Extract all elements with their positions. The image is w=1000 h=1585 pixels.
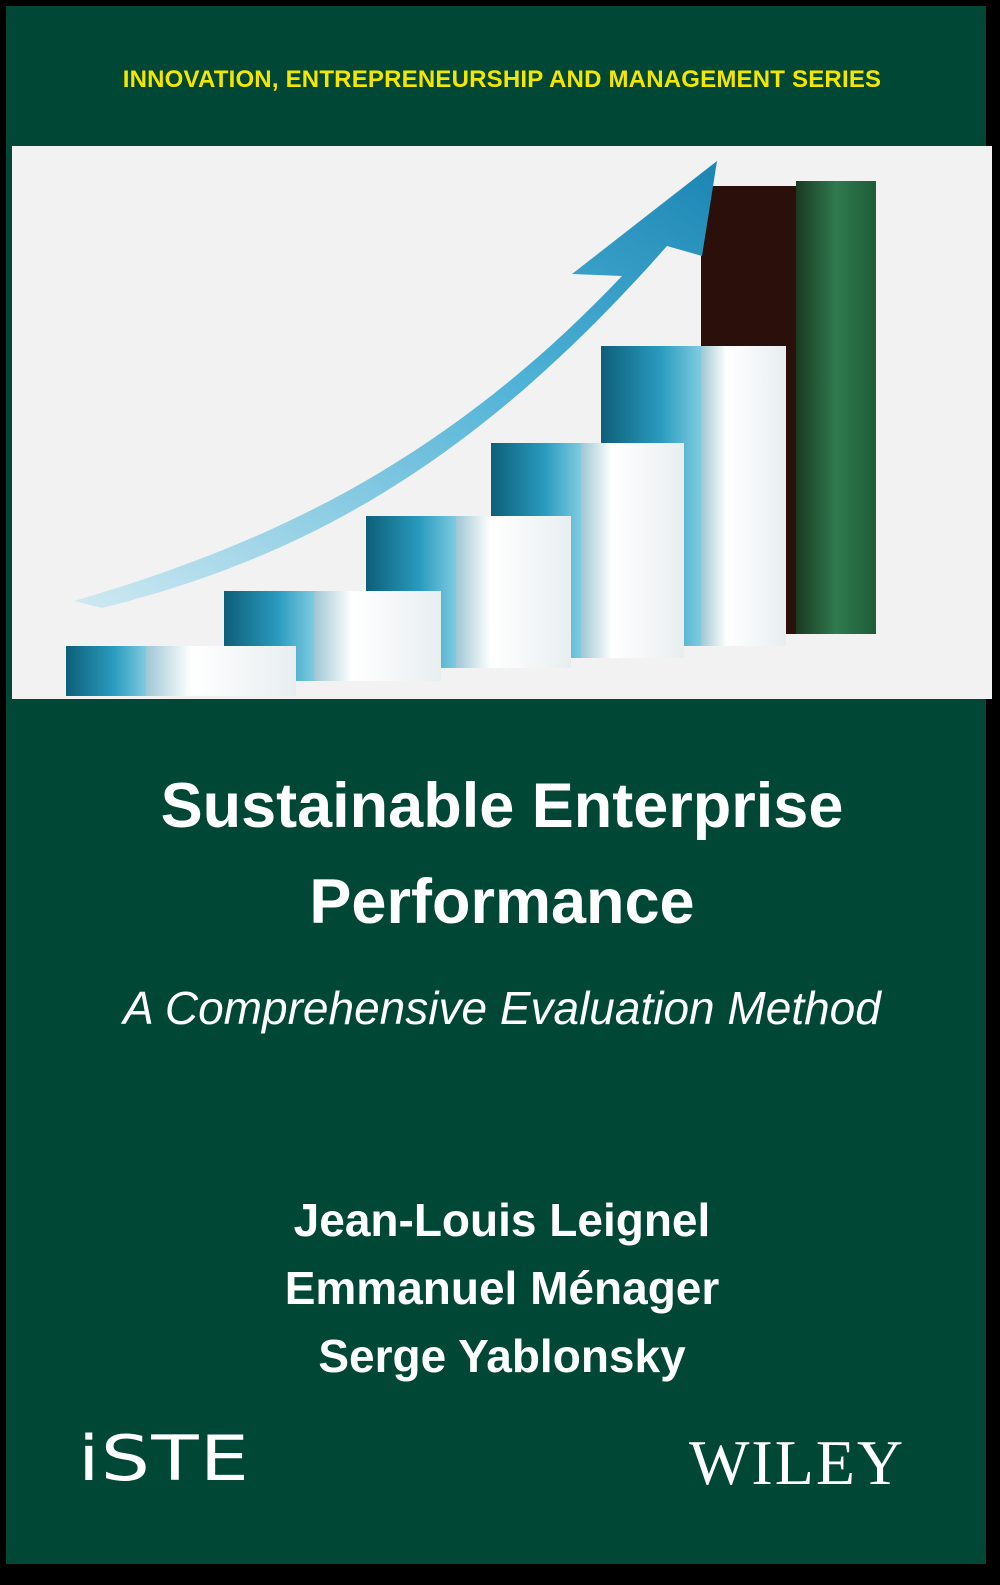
author-list: Jean-Louis Leignel Emmanuel Ménager Serg… xyxy=(6,1186,998,1390)
cover-illustration xyxy=(12,146,992,699)
author: Emmanuel Ménager xyxy=(284,1262,720,1314)
author: Jean-Louis Leignel xyxy=(293,1194,711,1246)
book-title: Sustainable Enterprise Performance xyxy=(6,758,998,950)
iste-logo: iSTE xyxy=(78,1422,251,1495)
series-name: INNOVATION, ENTREPRENEURSHIP AND MANAGEM… xyxy=(122,66,882,93)
title-line-1: Sustainable Enterprise xyxy=(160,771,844,841)
title-line-2: Performance xyxy=(309,867,695,937)
rising-bar-chart-arrow-image xyxy=(66,161,876,696)
author: Serge Yablonsky xyxy=(318,1330,686,1382)
step-bars xyxy=(66,346,786,696)
wiley-logo: WILEY xyxy=(689,1427,906,1498)
cover-panel: INNOVATION, ENTREPRENEURSHIP AND MANAGEM… xyxy=(6,6,992,1564)
book-subtitle: A Comprehensive Evaluation Method xyxy=(123,982,881,1034)
